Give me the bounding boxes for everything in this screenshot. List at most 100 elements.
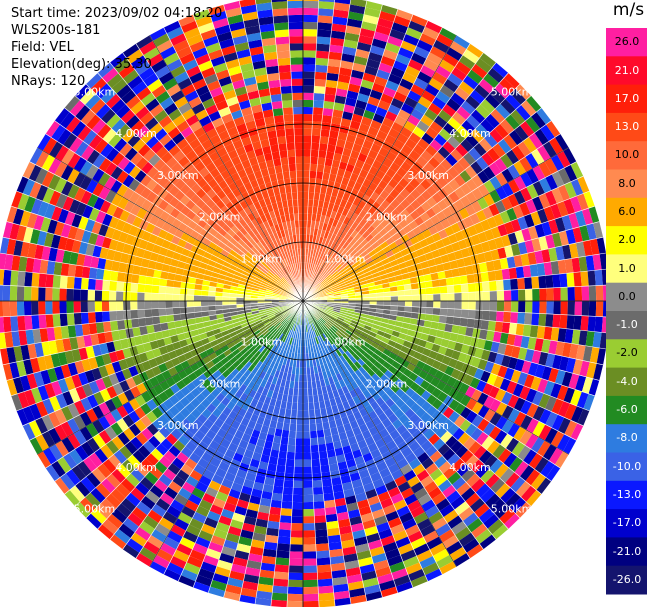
range-gate — [326, 320, 333, 327]
range-gate — [431, 359, 442, 370]
range-gate — [337, 74, 351, 84]
range-gate — [373, 31, 390, 43]
range-gate — [303, 346, 306, 354]
range-gate — [205, 486, 219, 498]
range-gate — [347, 83, 361, 93]
range-gate — [477, 418, 490, 432]
range-gate — [499, 508, 516, 525]
range-gate — [259, 270, 267, 277]
range-gate — [120, 252, 130, 264]
ray-separator — [302, 300, 561, 469]
range-gate — [484, 454, 498, 469]
range-gate — [331, 477, 342, 486]
range-gate — [412, 446, 426, 458]
range-gate — [576, 241, 586, 258]
range-gate — [203, 517, 219, 529]
range-gate — [202, 492, 216, 505]
range-gate — [193, 301, 202, 307]
range-gate — [303, 402, 309, 411]
range-gate — [376, 304, 384, 310]
range-gate — [239, 392, 249, 402]
range-gate — [86, 437, 101, 453]
range-gate — [269, 241, 276, 250]
range-gate — [182, 530, 199, 543]
range-gate — [499, 467, 515, 483]
range-gate — [311, 338, 315, 346]
range-gate — [246, 317, 254, 323]
range-gate — [212, 434, 224, 445]
range-gate — [225, 219, 235, 229]
range-gate — [460, 449, 474, 464]
range-gate — [274, 273, 281, 281]
range-gate — [291, 402, 298, 410]
range-gate — [365, 133, 377, 144]
range-gate — [220, 265, 230, 272]
range-gate — [353, 536, 368, 547]
range-gate — [315, 311, 322, 318]
range-gate — [9, 285, 18, 301]
range-gate — [252, 481, 265, 491]
range-gate — [543, 444, 557, 461]
range-gate — [521, 360, 532, 375]
range-gate — [248, 248, 256, 257]
range-gate — [258, 431, 268, 441]
range-gate — [251, 268, 259, 275]
range-gate — [229, 356, 238, 365]
range-gate — [288, 579, 303, 588]
range-gate — [242, 580, 259, 591]
range-gate — [128, 178, 141, 192]
range-gate — [234, 389, 244, 399]
range-gate — [459, 169, 472, 183]
range-gate — [303, 360, 307, 368]
range-gate — [520, 187, 533, 202]
range-gate — [276, 282, 284, 288]
range-gate — [528, 453, 543, 470]
range-gate — [311, 256, 315, 264]
range-gate — [305, 353, 310, 361]
range-gate — [286, 600, 303, 607]
range-gate — [122, 414, 135, 428]
range-gate — [465, 133, 479, 148]
range-gate — [240, 322, 249, 329]
range-gate — [323, 100, 335, 110]
range-gate — [568, 373, 580, 390]
range-gate — [156, 254, 166, 264]
range-gate — [279, 341, 285, 349]
range-gate — [447, 340, 457, 350]
range-gate — [381, 140, 393, 152]
range-gate — [546, 464, 561, 482]
range-gate — [313, 401, 321, 410]
range-gate — [330, 268, 337, 276]
range-gate — [351, 113, 363, 124]
range-gate — [439, 503, 455, 518]
range-gate — [338, 327, 346, 334]
range-gate — [158, 426, 171, 439]
range-gate — [314, 71, 327, 80]
range-gate — [145, 316, 154, 326]
range-gate — [350, 522, 365, 533]
range-gate — [215, 392, 226, 403]
range-gate — [95, 311, 103, 323]
range-gate — [350, 380, 359, 390]
range-gate — [167, 530, 183, 544]
range-gate — [503, 73, 520, 89]
range-gate — [349, 322, 358, 329]
range-gate — [422, 267, 431, 276]
range-gate — [42, 137, 58, 155]
range-gate — [360, 79, 374, 90]
range-gate — [385, 213, 395, 224]
range-gate — [205, 548, 222, 560]
range-gate — [330, 166, 339, 176]
range-gate — [132, 374, 143, 386]
range-gate — [442, 103, 457, 118]
range-gate — [317, 251, 322, 259]
ray-separator — [302, 0, 320, 302]
range-gate — [327, 265, 334, 273]
range-gate — [307, 381, 313, 389]
range-gate — [474, 310, 483, 320]
range-gate — [303, 381, 308, 389]
range-gate — [181, 248, 191, 257]
range-gate — [151, 293, 159, 301]
range-gate — [237, 423, 248, 434]
range-gate — [212, 369, 222, 379]
